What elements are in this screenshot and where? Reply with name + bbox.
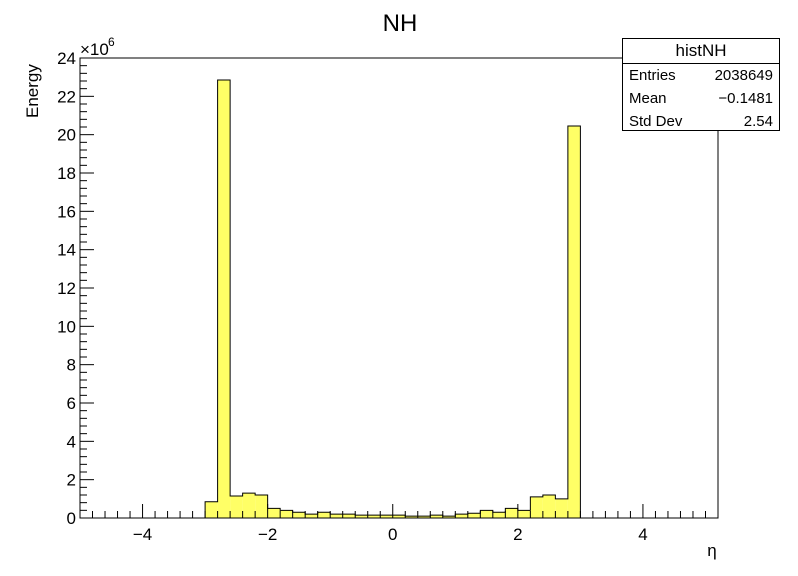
y-tick-label: 12: [57, 279, 76, 298]
x-tick-label: 0: [388, 525, 397, 544]
y-axis-label: Energy: [23, 64, 42, 118]
y-tick-label: 22: [57, 87, 76, 106]
x-axis: −4 −2 0 2 4: [79, 504, 719, 544]
histogram-bar: [305, 514, 318, 518]
stats-value: 2038649: [714, 67, 773, 84]
histogram-bar: [505, 508, 518, 518]
y-tick-label: 8: [67, 356, 76, 375]
stats-row-entries: Entries 2038649: [623, 64, 779, 87]
x-tick-label: −4: [133, 525, 152, 544]
stats-label: Std Dev: [629, 113, 683, 130]
histogram-bar: [555, 498, 568, 518]
y-exponent-power: 6: [108, 35, 115, 49]
histogram-bar: [492, 512, 506, 518]
histogram-bar: [430, 515, 443, 518]
x-axis-label: η: [707, 541, 716, 560]
histogram-bar: [467, 513, 481, 518]
histogram-bar: [405, 516, 418, 518]
histogram-bar: [217, 80, 231, 519]
histogram-bar: [317, 512, 331, 518]
histogram-bar: [367, 515, 381, 518]
histogram-bar: [205, 501, 218, 518]
y-tick-label: 16: [57, 202, 76, 221]
x-tick-label: −2: [258, 525, 277, 544]
histogram-bar: [280, 510, 293, 518]
y-tick-label: 14: [57, 241, 76, 260]
y-tick-label: 10: [57, 317, 76, 336]
stats-row-stddev: Std Dev 2.54: [623, 110, 779, 133]
y-tick-label: 4: [67, 432, 76, 451]
histogram-bar: [355, 515, 368, 518]
chart-title: NH: [383, 10, 418, 37]
x-tick-label: 4: [638, 525, 647, 544]
stats-title: histNH: [623, 39, 779, 64]
y-tick-label: 20: [57, 126, 76, 145]
histogram-bar: [267, 508, 281, 518]
stats-row-mean: Mean −0.1481: [623, 87, 779, 110]
histogram-bar: [255, 495, 268, 518]
stats-value: −0.1481: [718, 90, 773, 107]
histogram-bar: [530, 496, 543, 518]
x-tick-label: 2: [513, 525, 522, 544]
histogram-bar: [417, 516, 431, 518]
stats-label: Entries: [629, 67, 676, 84]
y-exponent-base: ×10: [80, 40, 109, 59]
histogram-bar: [330, 514, 343, 518]
y-tick-label: 2: [67, 471, 76, 490]
y-tick-label: 18: [57, 164, 76, 183]
histogram-bar: [292, 512, 306, 518]
histogram-bar: [455, 514, 468, 518]
histogram-bars: [204, 79, 581, 519]
y-exponent-label: ×10 6: [80, 35, 115, 59]
stats-value: 2.54: [743, 113, 773, 130]
histogram-bar: [480, 510, 493, 518]
stats-label: Mean: [629, 90, 667, 107]
histogram-bar: [442, 516, 456, 518]
histogram-bar: [230, 495, 243, 518]
histogram-bar: [567, 126, 581, 519]
histogram-bar: [517, 510, 531, 518]
histogram-bar: [242, 493, 256, 518]
y-tick-label: 6: [67, 394, 76, 413]
histogram-bar: [380, 515, 393, 518]
y-tick-label: 24: [57, 49, 76, 68]
stats-box: histNH Entries 2038649 Mean −0.1481 Std …: [622, 38, 780, 131]
histogram-bar: [392, 515, 406, 518]
histogram-bar: [542, 495, 556, 518]
histogram-bar: [342, 514, 356, 518]
histogram-outline: [204, 79, 581, 518]
y-tick-label: 0: [67, 509, 76, 528]
